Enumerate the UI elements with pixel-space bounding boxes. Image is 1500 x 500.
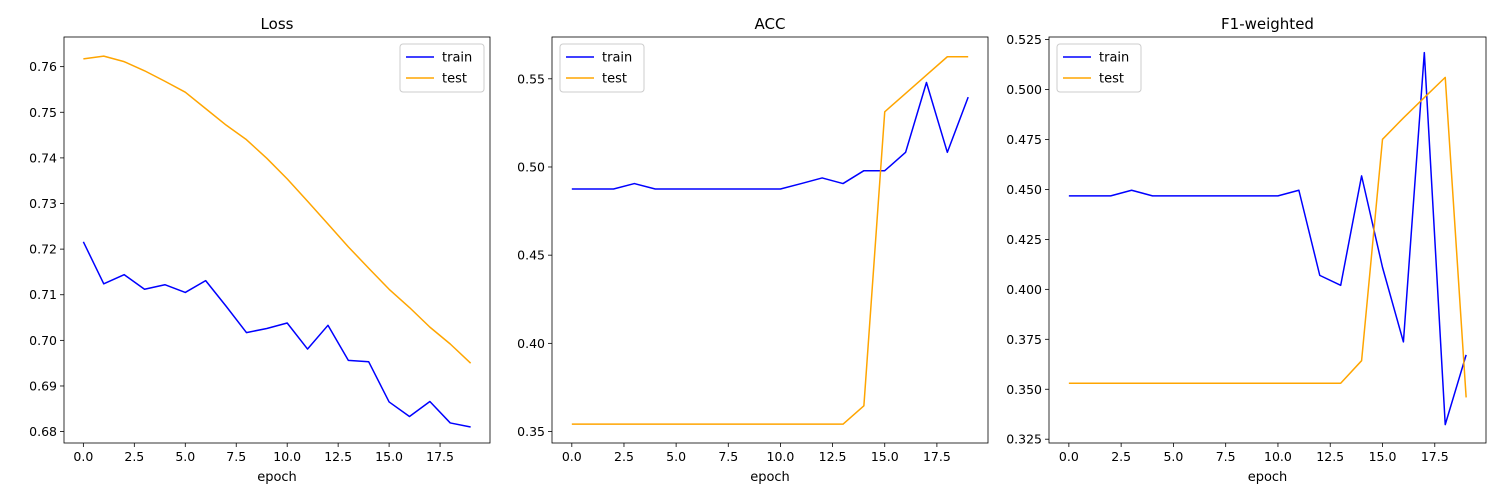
series-line-train <box>1068 51 1467 426</box>
x-tick-label: 10.0 <box>767 449 795 464</box>
x-tick-label: 5.0 <box>666 449 686 464</box>
x-tick-label: 15.0 <box>1369 449 1397 464</box>
y-tick-label: 0.76 <box>29 59 57 74</box>
x-tick-label: 10.0 <box>273 449 301 464</box>
legend-label: train <box>442 51 472 66</box>
x-tick-label: 0.0 <box>73 449 93 464</box>
x-tick-label: 0.0 <box>562 449 582 464</box>
y-tick-label: 0.74 <box>29 150 57 165</box>
y-tick-label: 0.525 <box>1006 32 1042 47</box>
legend-box <box>559 43 645 93</box>
x-tick-label: 7.5 <box>226 449 246 464</box>
y-tick-label: 0.450 <box>1006 182 1042 197</box>
series-line-train <box>82 241 471 428</box>
x-axis-label: epoch <box>750 470 790 485</box>
y-tick-label: 0.70 <box>29 333 57 348</box>
x-tick-label: 2.5 <box>124 449 144 464</box>
series-line-test <box>571 56 969 425</box>
series-line-train <box>571 81 969 190</box>
x-axis-label: epoch <box>257 470 297 485</box>
y-tick-label: 0.425 <box>1006 232 1042 247</box>
y-tick-label: 0.73 <box>29 196 57 211</box>
y-tick-label: 0.500 <box>1006 82 1042 97</box>
y-tick-label: 0.75 <box>29 105 57 120</box>
legend-label: test <box>442 72 467 87</box>
chart-panel-1: ACC 0.0 2.5 5.0 7.5 10.0 12.5 15.0 17.5 0.35 0.40 0… <box>517 15 989 485</box>
chart-title: ACC <box>755 15 786 33</box>
chart-panel-2: F1-weighted 0.0 2.5 5.0 7.5 10.0 12.5 15.0 17.5 0… <box>1006 15 1487 485</box>
series-line-test <box>83 55 472 364</box>
plot-area <box>63 36 491 444</box>
y-tick-label: 0.375 <box>1006 332 1042 347</box>
plot-area <box>551 36 989 444</box>
x-tick-label: 12.5 <box>819 449 847 464</box>
x-tick-label: 5.0 <box>175 449 195 464</box>
y-tick-label: 0.69 <box>29 378 57 393</box>
legend: train test <box>399 43 485 93</box>
chart-panel-0: Loss 0.0 2.5 5.0 7.5 10.0 12.5 15.0 17.5 0.68 0.69… <box>29 15 491 485</box>
y-tick-label: 0.55 <box>517 71 545 86</box>
legend-label: train <box>1099 51 1129 66</box>
x-tick-label: 15.0 <box>375 449 403 464</box>
y-tick-label: 0.40 <box>517 336 545 351</box>
legend-box <box>399 43 485 93</box>
legend-box <box>1056 43 1142 93</box>
y-tick-label: 0.68 <box>29 424 57 439</box>
y-tick-label: 0.71 <box>29 287 57 302</box>
y-tick-label: 0.35 <box>517 424 545 439</box>
y-tick-label: 0.325 <box>1006 432 1042 447</box>
x-tick-label: 17.5 <box>426 449 454 464</box>
x-tick-label: 2.5 <box>1111 449 1131 464</box>
x-tick-label: 7.5 <box>718 449 738 464</box>
y-tick-label: 0.45 <box>517 248 545 263</box>
series-line-test <box>1068 76 1467 398</box>
y-tick-label: 0.350 <box>1006 382 1042 397</box>
legend-label: train <box>602 51 632 66</box>
x-tick-label: 2.5 <box>614 449 634 464</box>
legend: train test <box>559 43 645 93</box>
legend-label: test <box>1099 72 1124 87</box>
y-tick-label: 0.50 <box>517 159 545 174</box>
x-tick-label: 12.5 <box>324 449 352 464</box>
x-tick-label: 0.0 <box>1059 449 1079 464</box>
x-tick-label: 17.5 <box>923 449 951 464</box>
x-axis-label: epoch <box>1248 470 1288 485</box>
legend: train test <box>1056 43 1142 93</box>
x-tick-label: 7.5 <box>1216 449 1236 464</box>
y-tick-label: 0.400 <box>1006 282 1042 297</box>
y-tick-label: 0.475 <box>1006 132 1042 147</box>
legend-label: test <box>602 72 627 87</box>
x-tick-label: 17.5 <box>1421 449 1449 464</box>
y-tick-label: 0.72 <box>29 242 57 257</box>
x-tick-label: 15.0 <box>871 449 899 464</box>
chart-title: F1-weighted <box>1221 15 1314 33</box>
plot-area <box>1048 36 1487 444</box>
x-tick-label: 12.5 <box>1316 449 1344 464</box>
chart-title: Loss <box>261 15 294 33</box>
x-tick-label: 5.0 <box>1163 449 1183 464</box>
x-tick-label: 10.0 <box>1264 449 1292 464</box>
